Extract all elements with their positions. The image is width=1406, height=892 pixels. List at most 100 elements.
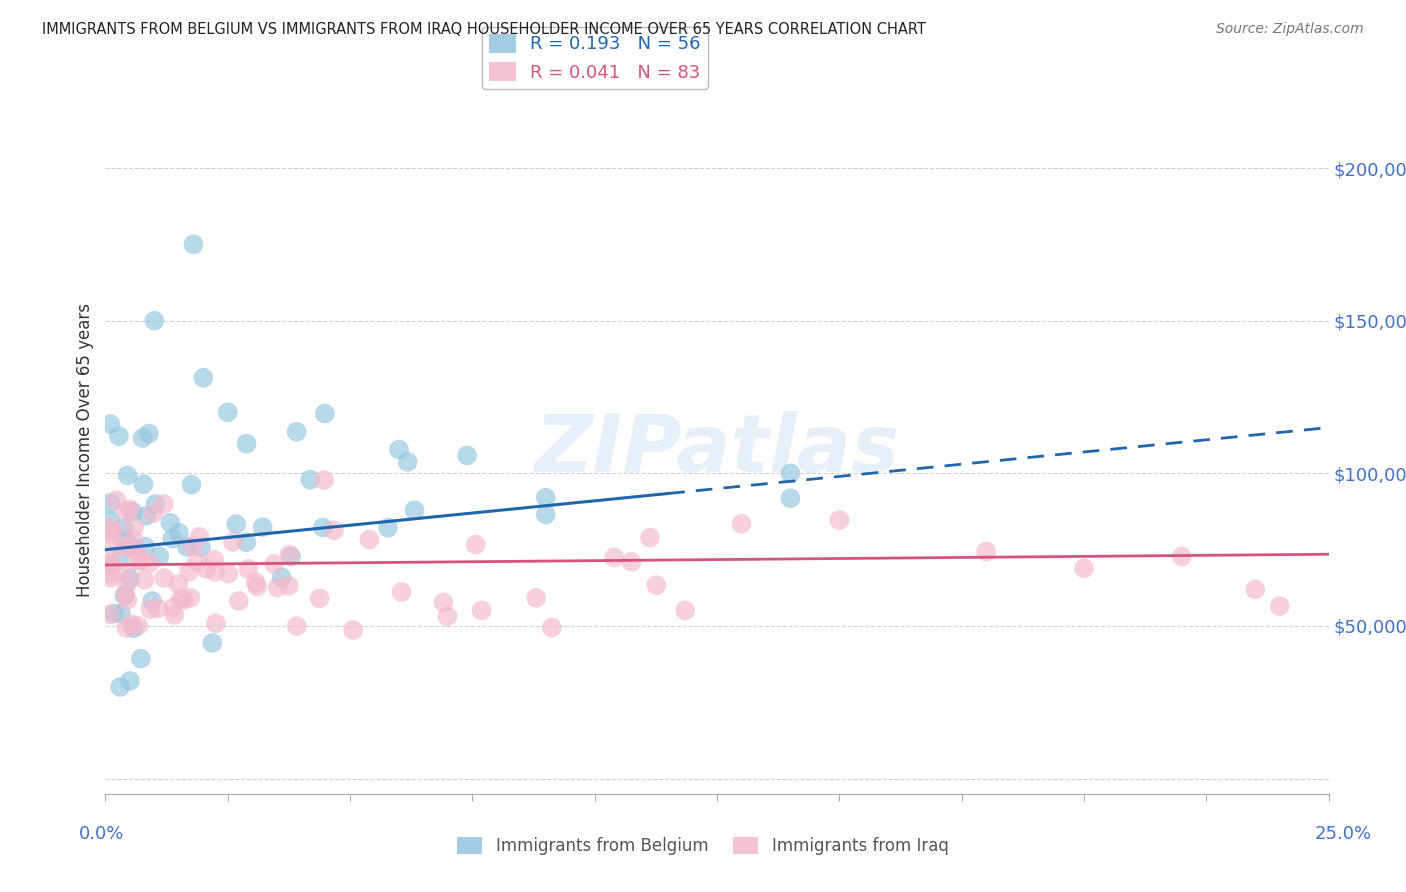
Point [98, 534, 121, 549]
Point [308, 591, 330, 606]
Point [114, 588, 136, 602]
Point [391, 585, 413, 599]
Point [98, 417, 121, 431]
Point [134, 573, 156, 587]
Point [183, 237, 205, 252]
Point [270, 570, 292, 584]
Point [1171, 549, 1194, 564]
Point [129, 553, 152, 567]
Point [98, 549, 121, 564]
Point [193, 370, 215, 384]
Point [173, 592, 195, 607]
Point [245, 575, 267, 590]
Point [1268, 599, 1291, 613]
Point [730, 516, 752, 531]
Text: Source: ZipAtlas.com: Source: ZipAtlas.com [1216, 22, 1364, 37]
Point [312, 520, 335, 534]
Point [167, 577, 190, 591]
Point [108, 552, 131, 566]
Text: 25.0%: 25.0% [1315, 825, 1371, 843]
Point [146, 601, 169, 615]
Point [170, 592, 193, 607]
Point [456, 448, 478, 462]
Point [779, 491, 801, 506]
Point [238, 562, 260, 576]
Point [620, 555, 643, 569]
Text: ZIPatlas: ZIPatlas [534, 411, 900, 490]
Point [177, 565, 200, 579]
Point [160, 532, 183, 546]
Point [359, 533, 381, 547]
Point [266, 580, 288, 594]
Point [342, 623, 364, 637]
Point [122, 533, 145, 547]
Point [285, 619, 308, 633]
Point [252, 520, 274, 534]
Point [159, 516, 181, 530]
Point [139, 556, 162, 570]
Point [464, 538, 486, 552]
Point [204, 565, 226, 579]
Point [603, 550, 626, 565]
Point [98, 521, 121, 535]
Point [299, 473, 322, 487]
Point [388, 442, 411, 457]
Point [404, 503, 426, 517]
Point [143, 497, 166, 511]
Legend: R = 0.193   N = 56, R = 0.041   N = 83: R = 0.193 N = 56, R = 0.041 N = 83 [481, 27, 709, 89]
Point [225, 517, 247, 532]
Point [118, 541, 141, 555]
Point [121, 505, 143, 519]
Point [127, 618, 149, 632]
Point [128, 554, 150, 568]
Y-axis label: Householder Income Over 65 years: Householder Income Over 65 years [76, 303, 94, 598]
Point [534, 508, 557, 522]
Point [122, 621, 145, 635]
Point [263, 557, 285, 571]
Point [180, 477, 202, 491]
Point [278, 548, 301, 562]
Point [162, 600, 184, 615]
Point [103, 607, 125, 621]
Point [974, 544, 997, 558]
Point [471, 603, 494, 617]
Point [828, 513, 851, 527]
Point [134, 540, 156, 554]
Legend: Immigrants from Belgium, Immigrants from Iraq: Immigrants from Belgium, Immigrants from… [451, 830, 955, 862]
Point [115, 593, 138, 607]
Point [110, 607, 132, 621]
Point [114, 533, 136, 548]
Point [524, 591, 547, 605]
Point [246, 579, 269, 593]
Point [100, 607, 122, 622]
Point [142, 506, 165, 520]
Point [163, 607, 186, 622]
Point [167, 525, 190, 540]
Point [217, 405, 239, 419]
Point [98, 513, 121, 527]
Point [673, 603, 696, 617]
Point [228, 594, 250, 608]
Point [100, 557, 122, 571]
Text: 0.0%: 0.0% [79, 825, 124, 843]
Point [432, 595, 454, 609]
Point [377, 521, 399, 535]
Point [115, 504, 138, 518]
Point [396, 455, 419, 469]
Point [323, 523, 346, 537]
Point [235, 436, 257, 450]
Point [105, 493, 128, 508]
Point [280, 549, 302, 564]
Point [217, 566, 239, 581]
Point [108, 680, 131, 694]
Point [312, 473, 335, 487]
Point [131, 431, 153, 445]
Point [201, 636, 224, 650]
Point [138, 426, 160, 441]
Point [285, 425, 308, 439]
Point [135, 508, 157, 523]
Point [186, 555, 208, 569]
Point [118, 673, 141, 688]
Point [190, 541, 212, 555]
Point [1073, 561, 1095, 575]
